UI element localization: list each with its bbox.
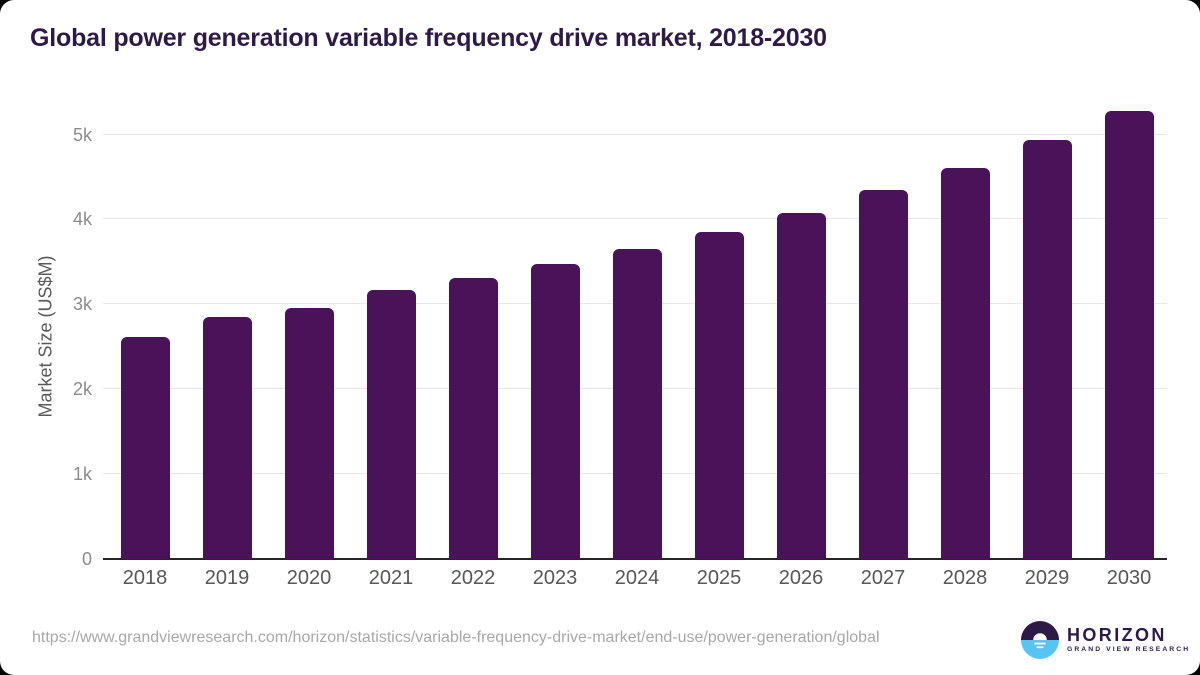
- x-label-2026: 2026: [778, 567, 824, 589]
- x-label-2020: 2020: [286, 567, 332, 589]
- gridline-4k: [103, 218, 1167, 220]
- bar-2018[interactable]: [120, 337, 170, 559]
- horizon-logo-icon: [1021, 621, 1059, 659]
- horizon-logo: HORIZON GRAND VIEW RESEARCH: [1021, 621, 1190, 659]
- x-label-2027: 2027: [860, 567, 906, 589]
- y-tick-5k: 5k: [72, 124, 92, 145]
- logo-subtitle: GRAND VIEW RESEARCH: [1067, 646, 1191, 653]
- y-tick-0: 0: [81, 549, 92, 569]
- source-url: https://www.grandviewresearch.com/horizo…: [32, 629, 880, 646]
- bar-2026[interactable]: [776, 213, 826, 559]
- x-label-2024: 2024: [614, 567, 660, 589]
- x-label-2029: 2029: [1024, 567, 1070, 589]
- x-label-2019: 2019: [204, 567, 250, 589]
- bar-2028[interactable]: [940, 167, 990, 559]
- y-tick-4k: 4k: [72, 209, 92, 230]
- bar-2020[interactable]: [284, 308, 334, 559]
- x-label-2030: 2030: [1106, 567, 1152, 589]
- x-label-2018: 2018: [122, 567, 168, 589]
- plot-area: [103, 100, 1167, 560]
- y-tick-1k: 1k: [72, 464, 92, 485]
- bar-2022[interactable]: [448, 278, 498, 559]
- y-tick-2k: 2k: [72, 379, 92, 400]
- x-label-2028: 2028: [942, 567, 988, 589]
- logo-text: HORIZON GRAND VIEW RESEARCH: [1067, 621, 1190, 653]
- y-axis-ticks: 0 1k 2k 3k 4k 5k: [0, 100, 92, 570]
- x-axis-line: [103, 558, 1167, 560]
- gridline-5k: [103, 133, 1167, 135]
- bar-2029[interactable]: [1022, 140, 1072, 559]
- bar-2027[interactable]: [858, 190, 908, 559]
- x-label-2022: 2022: [450, 567, 496, 589]
- x-label-2021: 2021: [368, 567, 414, 589]
- bar-2021[interactable]: [366, 290, 416, 559]
- bar-2019[interactable]: [202, 317, 252, 559]
- x-axis-labels: 2018 2019 2020 2021 2022 2023 2024 2025 2026 2027…: [103, 567, 1167, 593]
- bar-2030[interactable]: [1104, 111, 1154, 559]
- bar-2023[interactable]: [530, 264, 580, 559]
- x-label-2023: 2023: [532, 567, 578, 589]
- bar-2025[interactable]: [694, 231, 744, 559]
- y-tick-3k: 3k: [72, 294, 92, 315]
- chart-title: Global power generation variable frequen…: [30, 24, 827, 52]
- logo-wordmark: HORIZON: [1067, 625, 1167, 645]
- bar-2024[interactable]: [612, 248, 662, 559]
- x-label-2025: 2025: [696, 567, 742, 589]
